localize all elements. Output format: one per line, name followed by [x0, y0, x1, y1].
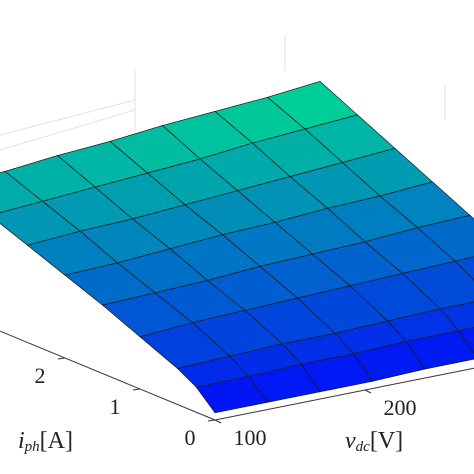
x-tick-label: 200: [384, 395, 417, 420]
y-tick: [132, 388, 141, 391]
y-tick-label: 0: [185, 425, 196, 450]
y-tick: [57, 357, 66, 360]
y-axis-label: iph[A]: [18, 428, 73, 456]
x-axis-line: [214, 367, 474, 421]
x-tick-label: 100: [234, 425, 267, 450]
y-tick-label: 2: [35, 363, 46, 388]
x-axis-label: vdc[V]: [345, 428, 403, 456]
y-axis-line: [0, 330, 216, 421]
x-tick: [364, 389, 372, 394]
surface: [0, 81, 474, 414]
surface-patch: [195, 376, 269, 414]
x-tick: [214, 419, 222, 424]
y-tick-label: 1: [110, 394, 121, 419]
axes: 100 200 0 1 2: [0, 330, 474, 450]
y-tick: [207, 419, 216, 422]
